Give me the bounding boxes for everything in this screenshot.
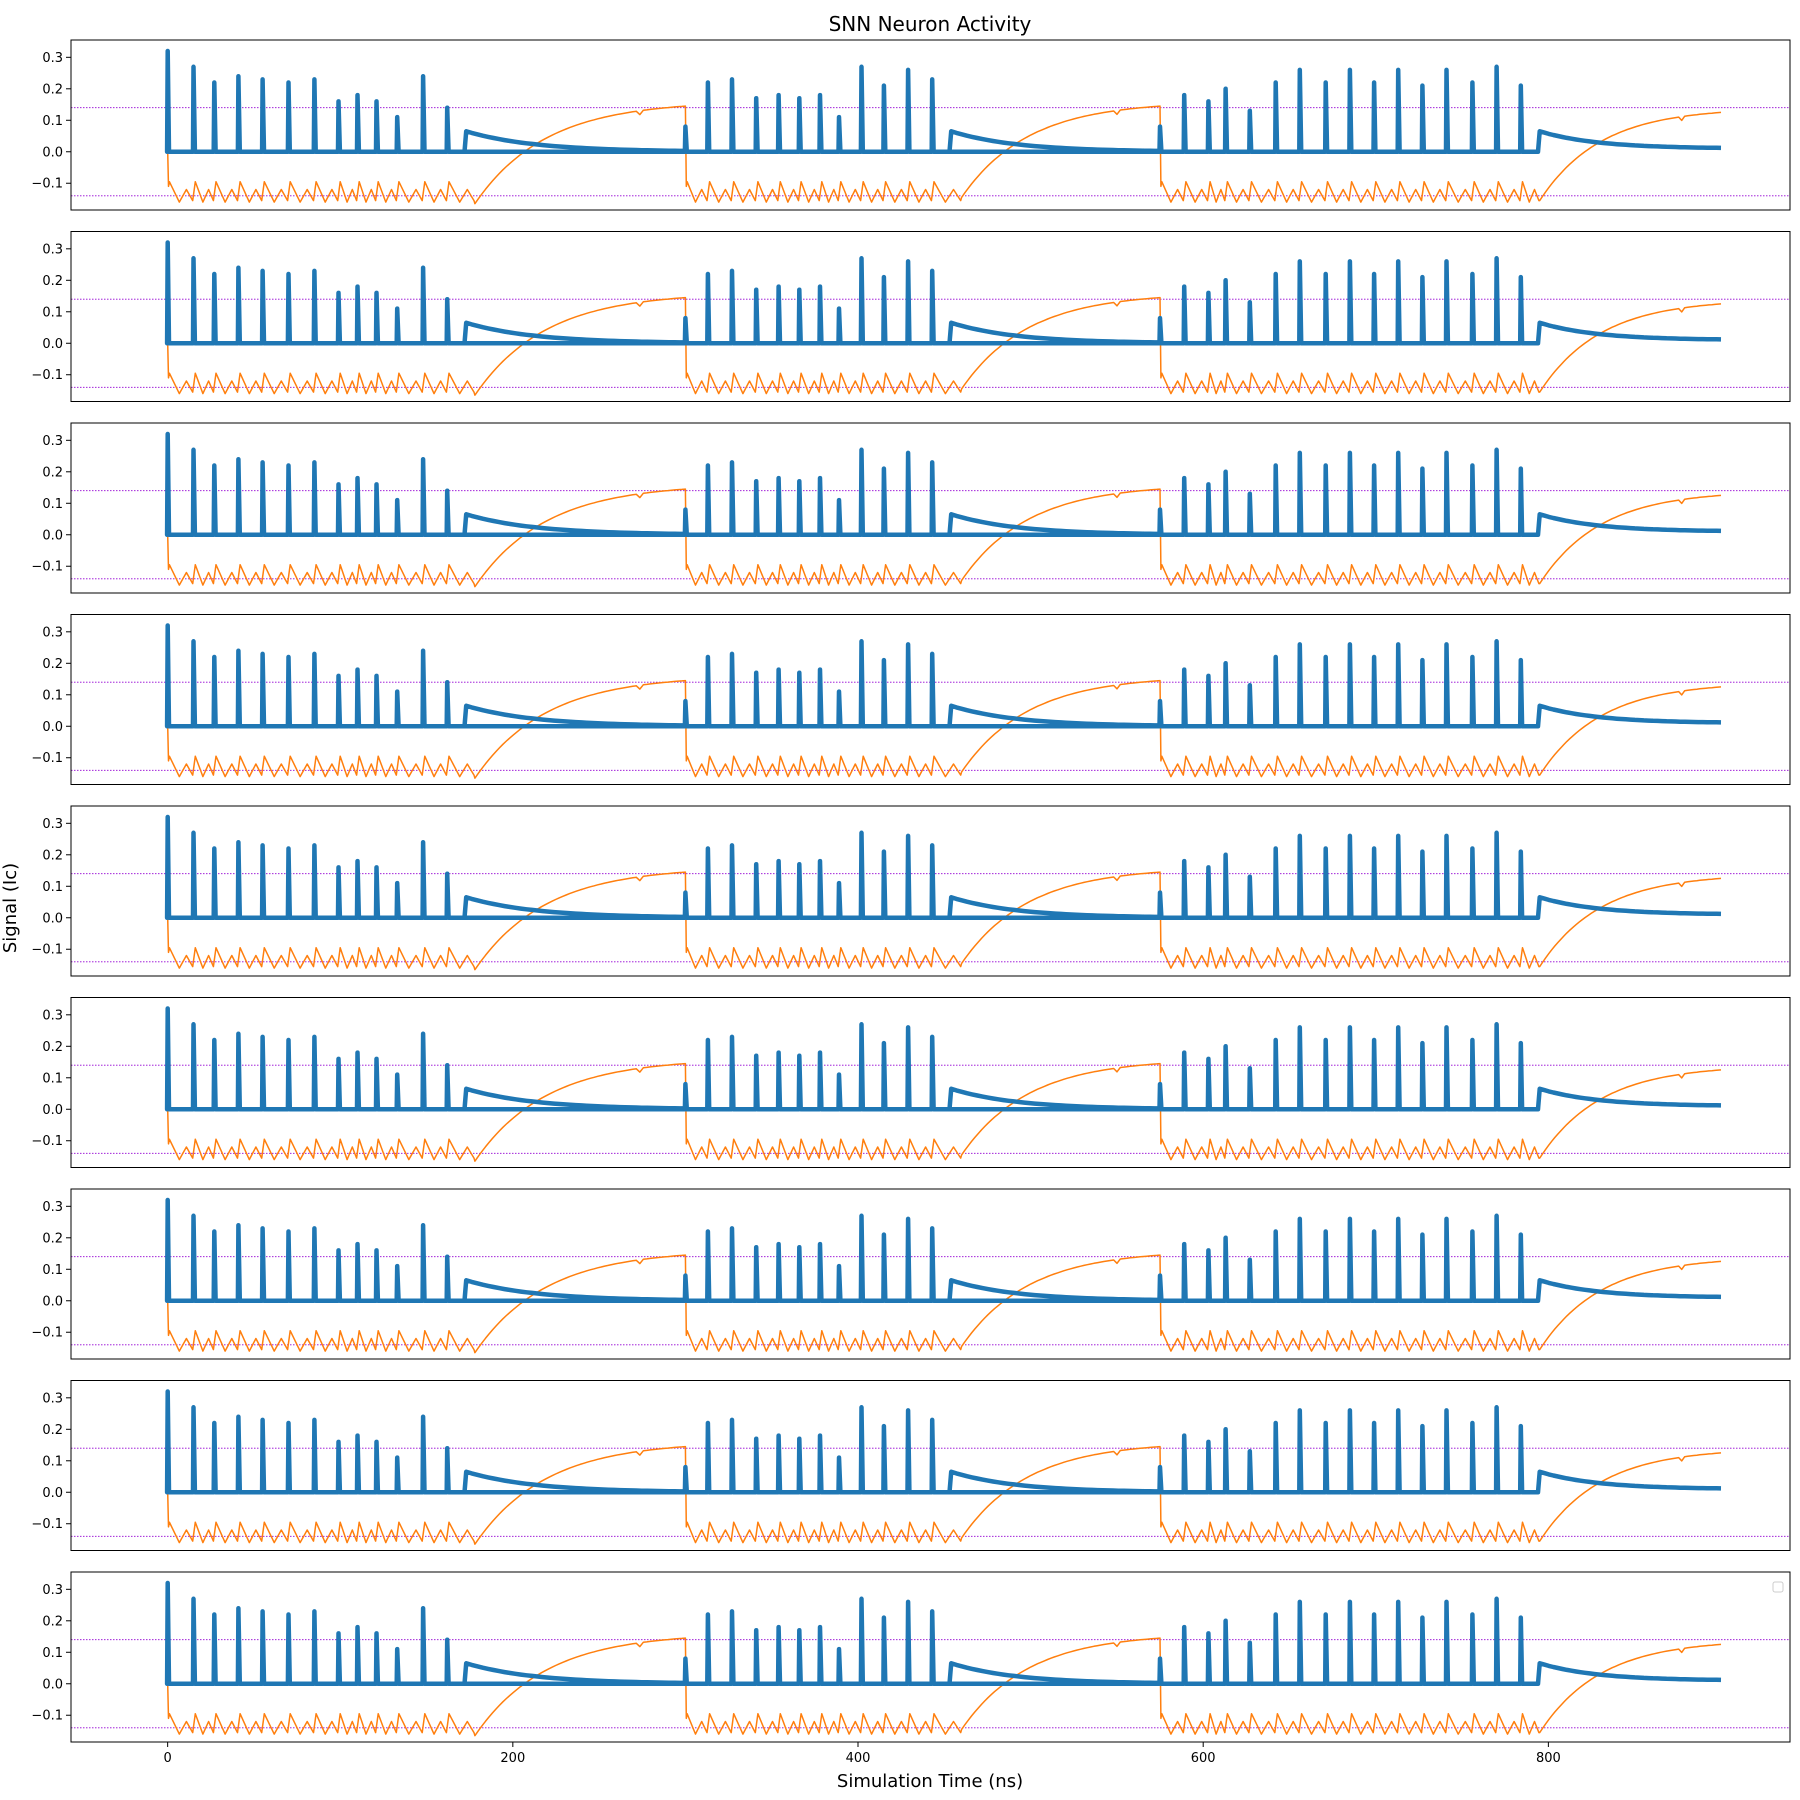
x-tick-label: 800 [1536, 1751, 1561, 1766]
subplot-frame [70, 231, 1791, 402]
y-tick-label: 0.3 [42, 434, 63, 449]
membrane-potential-line [166, 871, 1722, 971]
y-tick-label: 0.2 [42, 1231, 63, 1246]
membrane-potential-line [166, 488, 1722, 588]
y-tick-label: 0.0 [42, 337, 63, 352]
y-tick-label: −0.1 [31, 751, 63, 766]
y-tick-label: 0.1 [42, 497, 63, 512]
subplot-frame [70, 1188, 1791, 1360]
membrane-potential-line [166, 1637, 1722, 1737]
legend-box [1772, 1581, 1784, 1593]
y-tick-label: 0.3 [42, 817, 63, 832]
y-tick-label: 0.0 [42, 1294, 63, 1309]
y-tick-label: −0.1 [31, 1134, 63, 1149]
y-tick-label: 0.3 [42, 1200, 63, 1215]
subplot-6: −0.1 0.0 0.1 0.2 0.3 [31, 997, 1791, 1168]
x-tick-label: 600 [1191, 1751, 1216, 1766]
y-tick-label: −0.1 [31, 177, 63, 192]
y-tick-label: −0.1 [31, 943, 63, 958]
y-tick-label: 0.0 [42, 1103, 63, 1118]
subplot-2: −0.1 0.0 0.1 0.2 0.3 [31, 231, 1791, 402]
spike-signal-line [164, 1006, 1722, 1112]
y-tick-label: 0.0 [42, 145, 63, 160]
y-tick-label: 0.0 [42, 911, 63, 926]
y-tick-label: 0.1 [42, 688, 63, 703]
subplot-4: −0.1 0.0 0.1 0.2 0.3 [31, 614, 1791, 785]
y-tick-label: 0.0 [42, 528, 63, 543]
subplot-frame [70, 997, 1791, 1168]
subplot-frame [70, 805, 1791, 977]
membrane-potential-line [166, 1062, 1722, 1162]
subplot-3: −0.1 0.0 0.1 0.2 0.3 [31, 422, 1791, 594]
y-tick-label: 0.3 [42, 242, 63, 257]
subplot-8: −0.1 0.0 0.1 0.2 0.3 [31, 1380, 1791, 1551]
y-tick-label: 0.2 [42, 274, 63, 289]
y-tick-label: 0.1 [42, 1646, 63, 1661]
y-tick-label: 0.3 [42, 1391, 63, 1406]
y-tick-label: 0.3 [42, 1008, 63, 1023]
spike-signal-line [164, 1580, 1722, 1687]
membrane-potential-line [166, 1445, 1722, 1545]
membrane-potential-line [166, 296, 1722, 396]
y-tick-label: −0.1 [31, 560, 63, 575]
y-tick-label: 0.2 [42, 1614, 63, 1629]
y-tick-label: 0.2 [42, 848, 63, 863]
y-tick-label: 0.0 [42, 1486, 63, 1501]
y-tick-label: −0.1 [31, 1326, 63, 1341]
y-tick-label: 0.3 [42, 1583, 63, 1598]
y-tick-label: −0.1 [31, 368, 63, 383]
y-tick-label: 0.0 [42, 720, 63, 735]
y-tick-label: 0.3 [42, 625, 63, 640]
spike-signal-line [164, 431, 1722, 538]
y-tick-label: 0.2 [42, 1423, 63, 1438]
subplot-frame [70, 1571, 1791, 1743]
subplot-5: −0.1 0.0 0.1 0.2 0.3 [31, 805, 1791, 977]
spike-signal-line [164, 1389, 1722, 1495]
y-tick-label: 0.1 [42, 1071, 63, 1086]
spike-signal-line [164, 814, 1722, 921]
y-tick-label: −0.1 [31, 1709, 63, 1724]
subplot-9: −0.1 0.0 0.1 0.2 0.3 0 200 400 600 800 [31, 1571, 1791, 1766]
membrane-potential-line [166, 105, 1722, 205]
y-tick-label: 0.3 [42, 51, 63, 66]
y-tick-label: 0.2 [42, 1040, 63, 1055]
y-tick-label: 0.1 [42, 305, 63, 320]
x-axis-label: Simulation Time (ns) [837, 1771, 1023, 1792]
y-tick-label: −0.1 [31, 1517, 63, 1532]
y-tick-label: 0.1 [42, 114, 63, 129]
subplot-frame [70, 422, 1791, 594]
membrane-potential-line [166, 1254, 1722, 1354]
y-axis-label: Signal (Ic) [0, 863, 21, 953]
y-tick-label: 0.1 [42, 1263, 63, 1278]
y-tick-label: 0.2 [42, 657, 63, 672]
subplot-1: −0.1 0.0 0.1 0.2 0.3 [31, 39, 1791, 211]
y-tick-label: 0.0 [42, 1677, 63, 1692]
x-tick-label: 400 [846, 1751, 871, 1766]
spike-signal-line [164, 623, 1722, 729]
x-tick-label: 0 [164, 1751, 172, 1766]
y-tick-label: 0.2 [42, 465, 63, 480]
y-tick-label: 0.1 [42, 880, 63, 895]
spike-signal-line [164, 1197, 1722, 1304]
x-tick-label: 200 [500, 1751, 525, 1766]
subplot-frame [70, 39, 1791, 211]
y-tick-label: 0.2 [42, 82, 63, 97]
subplot-stack: −0.1 0.0 0.1 0.2 0.3 −0.1 0.0 0.1 0.2 0.3 −0.1 0.0 0… [31, 39, 1791, 1766]
subplot-7: −0.1 0.0 0.1 0.2 0.3 [31, 1188, 1791, 1360]
spike-signal-line [164, 48, 1722, 155]
subplot-frame [70, 1380, 1791, 1551]
subplot-frame [70, 614, 1791, 785]
y-tick-label: 0.1 [42, 1454, 63, 1469]
chart-title: SNN Neuron Activity [829, 12, 1032, 36]
membrane-potential-line [166, 679, 1722, 779]
spike-signal-line [164, 240, 1722, 346]
